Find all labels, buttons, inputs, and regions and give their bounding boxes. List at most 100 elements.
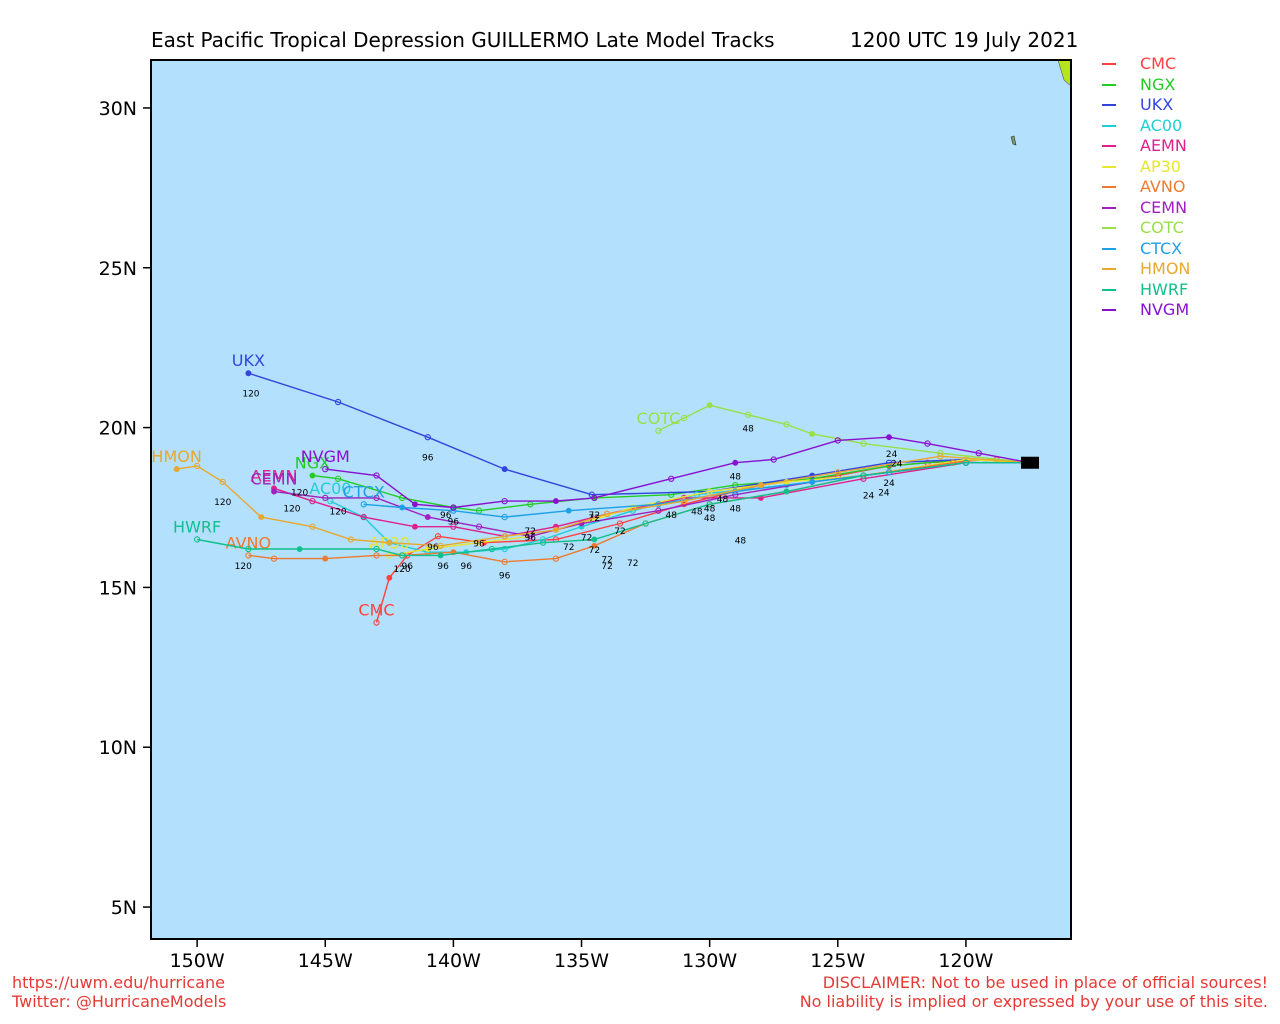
legend-item-ap30: AP30 (1102, 157, 1190, 178)
forecast-hour-label: 96 (460, 562, 472, 572)
y-tick-label: 10N (99, 737, 137, 759)
land-island (1010, 135, 1017, 146)
track-point (680, 497, 688, 505)
forecast-hour-label: 24 (878, 489, 890, 499)
track-point (501, 497, 508, 505)
track-point (539, 539, 547, 546)
legend-swatch (1102, 145, 1116, 148)
track-point (245, 370, 252, 377)
track-aemn: AEMN 120 (251, 459, 1030, 540)
legend-item-ac00: AC00 (1102, 116, 1190, 137)
forecast-hour-label: 72 (601, 562, 612, 572)
track-point (475, 523, 483, 530)
track-point (706, 488, 713, 495)
legend-label: CMC (1140, 54, 1177, 74)
track-end-label: NGX (295, 454, 330, 473)
track-point (245, 545, 252, 553)
legend-label: NGX (1140, 74, 1176, 94)
track-point (552, 526, 559, 533)
legend-label: AC00 (1140, 115, 1183, 135)
track-line (248, 372, 1031, 496)
footer-credits: https://uwm.edu/hurricane Twitter: @Hurr… (12, 973, 226, 1011)
legend-label: COTC (1140, 218, 1184, 238)
legend-swatch (1102, 63, 1116, 66)
legend-item-ngx: NGX (1102, 75, 1190, 96)
track-end-label: HWRF (173, 517, 221, 536)
track-point (886, 434, 893, 441)
track-point (399, 504, 406, 511)
track-point (424, 434, 431, 441)
track-point (885, 459, 893, 466)
track-hmon: HMON 120 (151, 447, 1031, 549)
disclaimer-line1: DISCLAIMER: Not to be used in place of o… (822, 973, 1268, 992)
forecast-hour-label: 120 (242, 389, 259, 399)
track-point (386, 539, 393, 546)
track-point (450, 504, 457, 511)
forecast-hour-label: 96 (437, 562, 449, 572)
track-point (501, 545, 508, 553)
legend-label: UKX (1140, 95, 1174, 115)
track-point (655, 507, 662, 514)
forecast-hour-label: 96 (422, 453, 434, 463)
track-point (501, 558, 508, 565)
track-point (501, 466, 508, 473)
legend-label: CEMN (1140, 197, 1188, 217)
legend-swatch (1102, 124, 1116, 127)
track-point (591, 494, 598, 502)
track-point (373, 619, 380, 626)
x-tick-label: 150W (170, 950, 225, 972)
track-end-label: UKX (232, 351, 265, 370)
x-tick-label: 145W (298, 950, 353, 972)
track-point (975, 450, 982, 457)
x-tick-label: 125W (810, 950, 865, 972)
legend-swatch (1102, 309, 1116, 312)
forecast-hour-label: 96 (448, 517, 460, 527)
initial-position-marker (1020, 456, 1039, 469)
map-frame (150, 59, 1072, 940)
website-link[interactable]: https://uwm.edu/hurricane (12, 973, 225, 992)
forecast-hour-label: 72 (589, 511, 600, 521)
x-tick-label: 130W (682, 950, 737, 972)
legend-swatch (1102, 247, 1116, 250)
track-point (450, 523, 457, 530)
footer-disclaimer: DISCLAIMER: Not to be used in place of o… (800, 973, 1268, 1011)
forecast-hour-label: 24 (863, 492, 875, 502)
legend-label: AP30 (1140, 156, 1181, 176)
track-point (809, 431, 816, 437)
y-tick-label: 20N (99, 418, 137, 440)
forecast-hour-label: 96 (525, 533, 537, 543)
track-point (412, 523, 418, 530)
track-point (591, 536, 598, 543)
forecast-hour-label: 120 (291, 489, 308, 499)
track-point (744, 411, 752, 418)
forecast-hour-label: 24 (891, 460, 903, 470)
track-point (434, 533, 442, 540)
forecast-hour-label: 48 (704, 504, 716, 514)
track-line (196, 462, 1030, 557)
forecast-hour-label: 96 (427, 543, 439, 553)
legend-label: AEMN (1140, 136, 1187, 156)
legend-item-ctcx: CTCX (1102, 239, 1190, 260)
legend-label: CTCX (1140, 238, 1183, 258)
model-tracks: CMCNGXUKX96120AC00AEMN120AP30AVNO7296120… (151, 351, 1039, 626)
forecast-hour-label: 72 (589, 546, 600, 556)
track-end-label: AC00 (309, 479, 351, 498)
track-point (488, 545, 495, 553)
track-point (655, 427, 662, 434)
track-point (258, 514, 265, 521)
track-point (501, 533, 508, 540)
track-ukx: UKX 96 120 (232, 351, 1031, 498)
track-point (757, 482, 764, 489)
forecast-hour-label: 48 (665, 511, 677, 521)
track-point (373, 472, 380, 479)
track-point (424, 546, 431, 552)
legend-swatch (1102, 227, 1116, 230)
legend-label: HMON (1140, 259, 1191, 279)
track-point (552, 498, 559, 505)
track-point (834, 437, 841, 444)
track-nvgm: NVGM 24 48 72 (301, 434, 1031, 521)
legend-swatch (1102, 165, 1116, 168)
forecast-hour-label: 48 (730, 504, 742, 514)
forecast-hour-label: 72 (589, 514, 600, 524)
forecast-hour-label: 72 (601, 556, 612, 566)
